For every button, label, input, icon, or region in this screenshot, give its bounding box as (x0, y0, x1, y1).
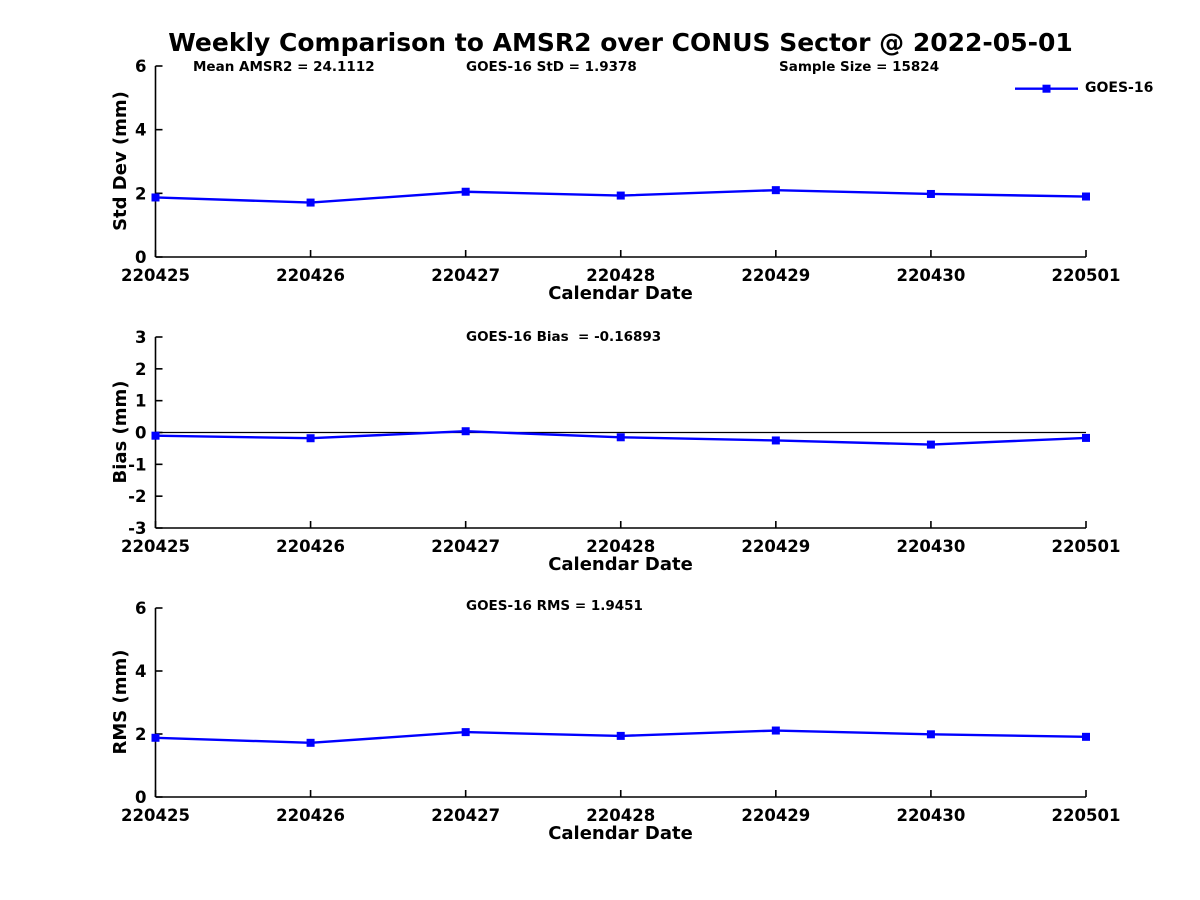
data-point-marker (771, 436, 780, 445)
y-axis-label-std-dev: Std Dev (mm) (110, 91, 132, 231)
data-point-marker (926, 440, 935, 449)
x-tick-label: 220429 (741, 266, 810, 285)
x-tick-label: 220425 (121, 537, 190, 556)
data-point-marker (616, 731, 625, 740)
y-tick-label: 1 (135, 392, 146, 411)
y-tick-label: 2 (135, 360, 146, 379)
y-tick-label: -3 (128, 519, 146, 538)
x-tick-label: 220425 (121, 266, 190, 285)
x-tick-label: 220428 (586, 266, 655, 285)
annotation-goes16-std: GOES-16 StD = 1.9378 (466, 59, 637, 75)
x-tick-label: 220430 (896, 537, 965, 556)
x-tick-label: 220501 (1052, 266, 1121, 285)
annotation-mean-amsr2: Mean AMSR2 = 24.1112 (193, 59, 375, 75)
x-tick-label: 220428 (586, 806, 655, 825)
data-point-marker (461, 427, 470, 436)
x-tick-label: 220426 (276, 266, 345, 285)
y-tick-label: 2 (135, 725, 146, 744)
y-tick-label: 0 (135, 248, 146, 267)
data-point-marker (771, 726, 780, 735)
annotation-goes16-bias: GOES-16 Bias = -0.16893 (466, 329, 662, 345)
x-tick-label: 220501 (1052, 806, 1121, 825)
data-point-marker (461, 187, 470, 196)
y-tick-label: 6 (135, 57, 146, 76)
x-axis-label-rms: Calendar Date (548, 823, 693, 844)
data-point-marker (151, 431, 160, 440)
data-point-marker (771, 186, 780, 195)
y-axis-label-bias: Bias (mm) (110, 380, 132, 484)
x-tick-label: 220428 (586, 537, 655, 556)
annotation-goes16-rms: GOES-16 RMS = 1.9451 (466, 598, 643, 614)
x-tick-label: 220426 (276, 537, 345, 556)
y-tick-label: 6 (135, 599, 146, 618)
page-title: Weekly Comparison to AMSR2 over CONUS Se… (168, 28, 1073, 57)
x-tick-label: 220501 (1052, 537, 1121, 556)
x-axis-label-bias: Calendar Date (548, 554, 693, 575)
data-point-marker (461, 728, 470, 737)
annotation-sample-size: Sample Size = 15824 (779, 59, 940, 75)
data-point-marker (1082, 192, 1090, 201)
y-tick-label: 0 (135, 424, 146, 443)
data-point-marker (1082, 732, 1090, 741)
x-tick-label: 220429 (741, 537, 810, 556)
data-point-marker (306, 198, 315, 207)
legend-label: GOES-16 (1085, 80, 1154, 96)
y-axis-label-rms: RMS (mm) (110, 649, 132, 755)
legend-marker (1042, 84, 1051, 93)
x-tick-label: 220425 (121, 806, 190, 825)
y-tick-label: 4 (135, 121, 146, 140)
y-tick-label: 2 (135, 184, 146, 203)
data-point-marker (926, 189, 935, 198)
x-tick-label: 220426 (276, 806, 345, 825)
x-tick-label: 220427 (431, 537, 500, 556)
data-point-marker (306, 434, 315, 443)
x-tick-label: 220427 (431, 806, 500, 825)
data-point-marker (151, 193, 160, 202)
data-point-marker (926, 730, 935, 739)
y-tick-label: -2 (128, 487, 146, 506)
x-tick-label: 220430 (896, 806, 965, 825)
data-point-marker (1082, 433, 1090, 442)
data-point-marker (616, 433, 625, 442)
y-tick-label: 0 (135, 788, 146, 807)
x-tick-label: 220429 (741, 806, 810, 825)
x-tick-label: 220427 (431, 266, 500, 285)
x-axis-label-std-dev: Calendar Date (548, 283, 693, 304)
y-tick-label: 4 (135, 662, 146, 681)
data-point-marker (306, 738, 315, 747)
y-tick-label: 3 (135, 328, 146, 347)
data-point-marker (151, 733, 160, 742)
x-tick-label: 220430 (896, 266, 965, 285)
y-tick-label: -1 (128, 455, 146, 474)
data-point-marker (616, 191, 625, 200)
